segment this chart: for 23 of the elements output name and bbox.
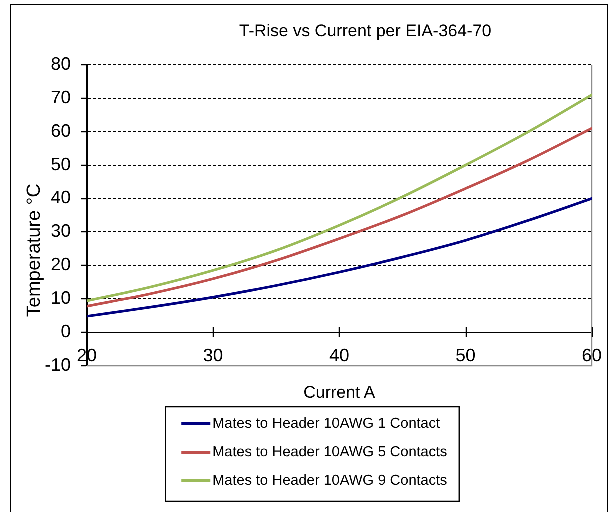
y-tick-label: 0	[60, 322, 71, 342]
y-tick-label: 50	[50, 154, 71, 174]
x-tick-label: 50	[456, 345, 476, 366]
x-tick-label: 30	[203, 345, 224, 366]
x-tick-label: 40	[329, 345, 350, 366]
y-tick-label: 10	[50, 288, 71, 308]
y-tick-label: 30	[50, 221, 71, 242]
y-tick-label: 80	[50, 54, 71, 74]
x-tick-label: 60	[582, 345, 602, 366]
y-tick-label: 40	[50, 188, 71, 208]
legend-label: Mates to Header 10AWG 1 Contact	[212, 416, 440, 432]
y-axis-title: Temperature °C	[24, 184, 46, 318]
y-tick-label: 60	[50, 120, 71, 141]
line-series	[87, 94, 592, 302]
y-tick-label: -10	[44, 354, 71, 375]
chart-title: T-Rise vs Current per EIA-364-70	[239, 22, 492, 41]
y-tick-label: 20	[50, 254, 71, 275]
x-axis-title: Current A	[304, 383, 376, 402]
y-tick-label: 70	[50, 87, 71, 108]
legend-label: Mates to Header 10AWG 9 Contacts	[212, 473, 448, 489]
line-series	[87, 127, 592, 308]
legend-label: Mates to Header 10AWG 5 Contacts	[212, 444, 448, 460]
line-series	[87, 197, 592, 318]
